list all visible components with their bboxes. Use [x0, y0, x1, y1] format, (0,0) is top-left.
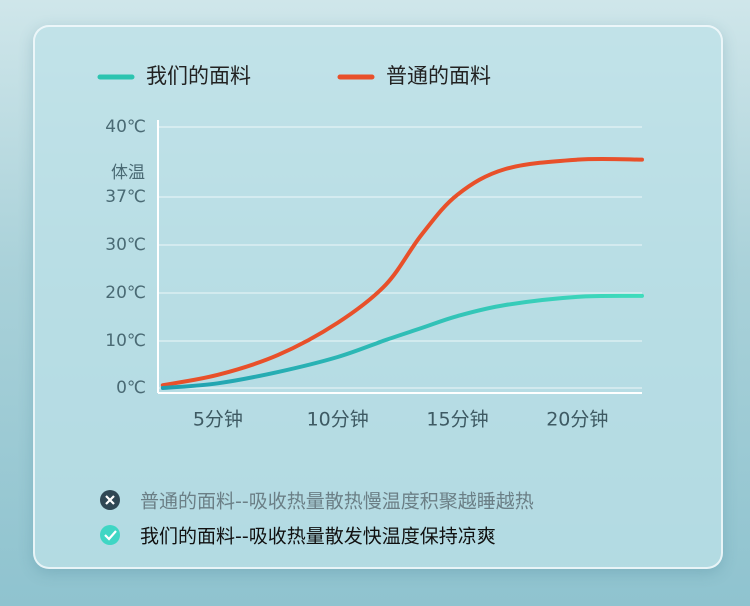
annotation: 体温 [111, 163, 145, 183]
series-line [160, 293, 644, 390]
y-tick-label: 20℃ [105, 283, 146, 303]
legend-label: 我们的面料 [146, 64, 251, 88]
y-tick-label: 40℃ [105, 117, 146, 137]
y-tick-label: 0℃ [116, 378, 146, 398]
x-tick-label: 20分钟 [546, 409, 608, 431]
icon-check-mark [104, 530, 117, 541]
y-tick-label: 10℃ [105, 331, 146, 351]
icon-check [100, 525, 120, 545]
series-line [160, 156, 644, 388]
x-tick-label: 10分钟 [307, 409, 369, 431]
y-tick-label: 37℃ [105, 187, 146, 207]
x-tick-label: 15分钟 [426, 409, 488, 431]
icon-cross-mark [105, 495, 115, 505]
x-tick-label: 5分钟 [193, 409, 243, 431]
legend-label: 普通的面料 [386, 64, 491, 88]
note: 普通的面料--吸收热量散热慢温度积聚越睡越热 [140, 491, 534, 513]
y-tick-label: 30℃ [105, 235, 146, 255]
note: 我们的面料--吸收热量散发快温度保持凉爽 [140, 526, 496, 548]
